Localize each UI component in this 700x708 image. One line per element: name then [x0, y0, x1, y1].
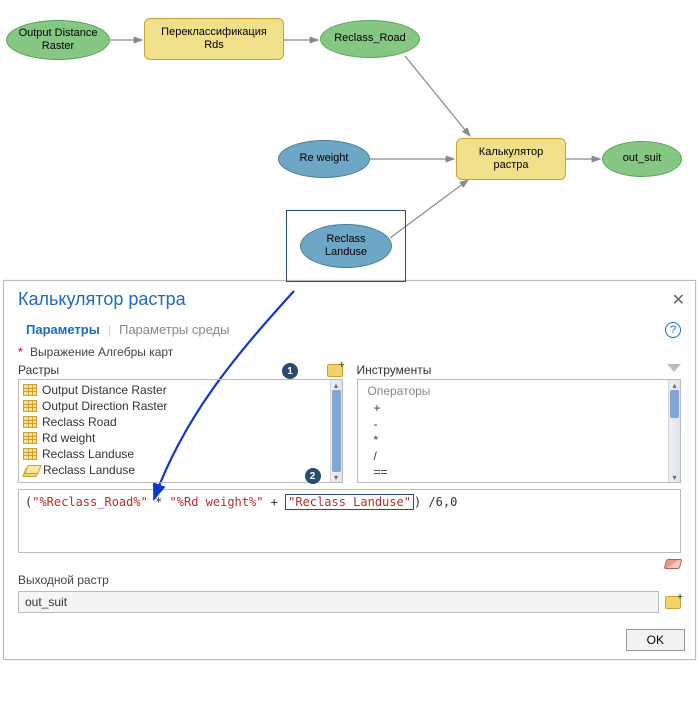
list-item-label: Output Distance Raster: [42, 383, 167, 397]
raster-list-item[interactable]: Rd weight: [23, 430, 326, 446]
raster-list-item[interactable]: Reclass Road: [23, 414, 326, 430]
highlighted-token: "Reclass Landuse": [285, 494, 414, 510]
operator-list-item[interactable]: -: [362, 416, 665, 432]
diagram-node[interactable]: out_suit: [602, 141, 682, 177]
diagram-node[interactable]: ПереклассификацияRds: [144, 18, 284, 60]
tools-label: Инструменты: [357, 363, 432, 377]
dialog-tabs: Параметры | Параметры среды ?: [4, 314, 695, 341]
expression-label: Выражение Алгебры карт: [30, 345, 173, 359]
scroll-up-icon[interactable]: ▴: [669, 380, 680, 390]
list-item-label: Reclass Landuse: [42, 447, 134, 461]
operator-list-item[interactable]: +: [362, 400, 665, 416]
raster-list-item[interactable]: Reclass Landuse: [23, 462, 326, 478]
list-item-label: Rd weight: [42, 431, 95, 445]
expression-input[interactable]: ("%Reclass_Road%" * "%Rd weight%" + "Rec…: [18, 489, 681, 553]
operators-list[interactable]: Операторы +-*/== ▴ ▾: [357, 379, 682, 483]
help-icon[interactable]: ?: [665, 322, 681, 338]
raster-grid-icon: [23, 448, 37, 460]
operator-list-item[interactable]: *: [362, 432, 665, 448]
scroll-up-icon[interactable]: ▴: [331, 380, 342, 390]
required-icon: *: [18, 345, 23, 359]
raster-grid-icon: [23, 432, 37, 444]
diagram-node[interactable]: Reclass_Road: [320, 20, 420, 58]
diagram-node[interactable]: Re weight: [278, 140, 370, 178]
diagram-node[interactable]: Output DistanceRaster: [6, 20, 110, 60]
model-diagram: Output DistanceRaster ПереклассификацияRd…: [0, 0, 700, 280]
scroll-down-icon[interactable]: ▾: [669, 472, 680, 482]
scrollbar[interactable]: ▴ ▾: [668, 380, 680, 482]
rasters-list[interactable]: Output Distance Raster Output Direction R…: [18, 379, 343, 483]
operator-list-item[interactable]: /: [362, 448, 665, 464]
scrollbar[interactable]: ▴ ▾: [330, 380, 342, 482]
raster-grid-icon: [23, 384, 37, 396]
output-label: Выходной растр: [18, 573, 681, 587]
rasters-column: Растры Output Distance Raster Output Dire…: [18, 361, 343, 483]
tools-column: Инструменты Операторы +-*/== ▴ ▾: [357, 361, 682, 483]
operator-list-item[interactable]: ==: [362, 464, 665, 480]
add-raster-icon[interactable]: [327, 364, 343, 377]
rasters-label: Растры: [18, 363, 59, 377]
filter-icon[interactable]: [667, 364, 681, 376]
raster-list-item[interactable]: Output Distance Raster: [23, 382, 326, 398]
raster-grid-icon: [23, 400, 37, 412]
scroll-down-icon[interactable]: ▾: [331, 472, 342, 482]
browse-output-icon[interactable]: [665, 596, 681, 609]
tab-parameters[interactable]: Параметры: [18, 320, 108, 339]
expression-label-row: * Выражение Алгебры карт 1: [18, 345, 681, 359]
output-raster-input[interactable]: out_suit: [18, 591, 659, 613]
dialog-title: Калькулятор растра: [18, 289, 186, 310]
raster-calculator-dialog: Калькулятор растра ✕ Параметры | Парамет…: [3, 280, 696, 660]
list-item-label: Output Direction Raster: [42, 399, 167, 413]
ok-button[interactable]: OK: [626, 629, 685, 651]
list-item-label: Reclass Road: [42, 415, 117, 429]
operators-heading: Операторы: [362, 382, 665, 400]
layer-icon: [23, 464, 38, 476]
clear-icon[interactable]: [664, 559, 683, 569]
diagram-node[interactable]: Калькуляторрастра: [456, 138, 566, 180]
callout-badge-2: 2: [305, 468, 321, 484]
close-icon[interactable]: ✕: [672, 290, 685, 310]
raster-list-item[interactable]: Reclass Landuse: [23, 446, 326, 462]
selection-box: [286, 210, 406, 282]
raster-grid-icon: [23, 416, 37, 428]
list-item-label: Reclass Landuse: [43, 463, 135, 477]
tab-environments[interactable]: Параметры среды: [111, 320, 238, 339]
raster-list-item[interactable]: Output Direction Raster: [23, 398, 326, 414]
